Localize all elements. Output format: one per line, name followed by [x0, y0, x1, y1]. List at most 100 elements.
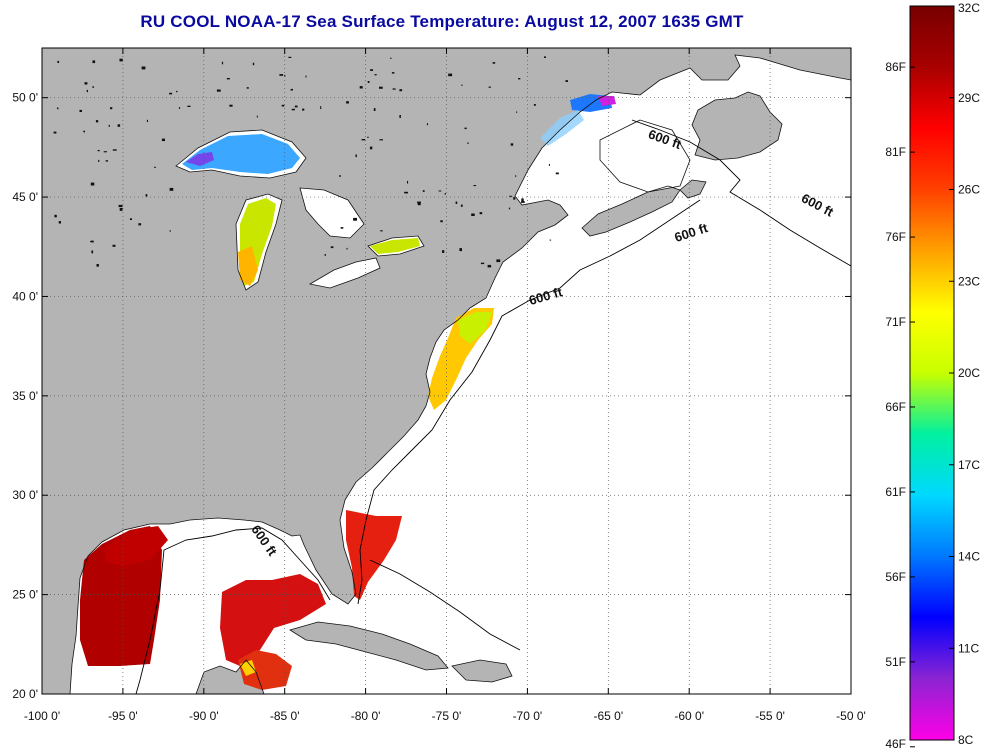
isobath-northeast — [631, 119, 851, 267]
lake-speck — [98, 159, 100, 162]
lake-speck — [359, 86, 363, 89]
lake-speck — [448, 73, 453, 77]
coast-outline — [679, 179, 707, 199]
lat-tick-label: 40 0' — [12, 289, 38, 303]
colorbar-label-celsius: 14C — [958, 550, 980, 564]
lon-tick-label: -65 0' — [593, 709, 623, 723]
lake-speck — [549, 239, 552, 241]
lake-speck — [83, 130, 85, 133]
lon-tick-label: -70 0' — [513, 709, 543, 723]
lake-speck — [346, 101, 349, 104]
lake-speck — [97, 150, 100, 152]
lake-speck — [518, 78, 521, 80]
lon-tick-label: -60 0' — [674, 709, 704, 723]
map-title: RU COOL NOAA-17 Sea Surface Temperature:… — [140, 12, 744, 31]
coast-outline — [308, 257, 381, 289]
lake-speck — [290, 88, 293, 91]
lake-speck — [370, 69, 373, 71]
colorbar-label-celsius: 23C — [958, 274, 980, 288]
colorbar-label-fahrenheit: 66F — [885, 400, 906, 414]
lake-speck — [417, 202, 421, 206]
colorbar-label-celsius: 26C — [958, 183, 980, 197]
coast-outline — [367, 235, 425, 257]
axis-ticks — [41, 48, 852, 695]
lake-speck — [216, 89, 221, 92]
lake-speck — [353, 217, 357, 221]
lake-speck — [373, 108, 376, 111]
lake-speck — [90, 182, 95, 186]
coast-outline — [195, 659, 265, 694]
lake-speck — [339, 175, 341, 177]
colorbar-label-celsius: 20C — [958, 366, 980, 380]
lake-speck — [399, 115, 401, 118]
coast-outline — [451, 659, 513, 683]
lake-speck — [141, 66, 146, 70]
sst-st-lawrence-cold — [598, 96, 616, 106]
lake-speck — [169, 92, 173, 95]
isobath-scotian-shelf — [357, 199, 701, 605]
lake-speck — [305, 75, 307, 78]
lake-speck — [521, 201, 525, 203]
lake-speck — [57, 60, 60, 63]
lake-speck — [392, 88, 396, 90]
colorbar-label-fahrenheit: 81F — [885, 145, 906, 159]
lake-speck — [256, 115, 258, 118]
lake-speck — [252, 62, 255, 66]
lake-erie — [310, 258, 380, 288]
lake-speck — [288, 56, 292, 58]
lake-speck — [96, 264, 99, 267]
lake-speck — [119, 58, 123, 62]
lake-speck — [145, 194, 148, 197]
lake-speck — [129, 218, 132, 220]
isobath-gulf — [135, 527, 331, 694]
lake-speck — [471, 213, 475, 216]
lake-speck — [367, 136, 369, 138]
sst-lake-superior — [182, 134, 300, 174]
lake-speck — [58, 221, 61, 224]
lake-speck — [169, 187, 174, 191]
lake-speck — [369, 146, 373, 150]
lake-speck — [479, 212, 483, 215]
lake-speck — [374, 74, 377, 76]
coast-outline — [691, 91, 783, 161]
lake-speck — [84, 82, 88, 85]
lake-speck — [379, 139, 383, 141]
coast-outline — [42, 48, 851, 694]
lake-speck — [473, 185, 477, 187]
coast-outline — [581, 185, 681, 237]
lake-speck — [324, 254, 326, 256]
coast-outline — [235, 193, 283, 291]
coastline — [42, 48, 851, 694]
lake-speck — [487, 264, 492, 268]
colorbar-labels: 32C 29C 26C 23C 20C 17C 14C 11C 8C 86F 81F 76F 71F 66… — [885, 1, 980, 751]
lon-tick-label: -85 0' — [270, 709, 300, 723]
colorbar-label-celsius: 32C — [958, 1, 980, 15]
sst-midatlantic-cool — [458, 312, 492, 344]
lake-speck — [442, 250, 445, 253]
lake-speck — [417, 201, 421, 204]
lon-tick-label: -50 0' — [836, 709, 866, 723]
lake-speck — [422, 190, 425, 192]
lake-speck — [444, 193, 446, 195]
lake-speck — [367, 81, 370, 83]
lake-speck — [91, 250, 94, 254]
colorbar-label-fahrenheit: 71F — [885, 315, 906, 329]
lake-speck — [110, 107, 113, 110]
hispaniola — [452, 660, 512, 682]
lake-speck — [464, 127, 467, 130]
colorbar-label-celsius: 29C — [958, 91, 980, 105]
lake-speck — [229, 104, 233, 107]
lake-speck — [492, 62, 496, 64]
colorbar-label-fahrenheit: 86F — [885, 60, 906, 74]
lake-speck — [187, 105, 191, 107]
cape-breton — [680, 180, 706, 198]
lon-tick-label: -90 0' — [189, 709, 219, 723]
lake-speck — [117, 124, 121, 127]
coast-outline — [175, 129, 307, 179]
lake-speck — [176, 90, 178, 93]
axis-tick-labels: -100 0' -95 0' -90 0' -85 0' -80 0' -75 0' -70… — [12, 91, 865, 723]
lake-speck — [118, 204, 123, 208]
coast-outline — [299, 187, 365, 239]
lake-speck — [467, 142, 469, 144]
